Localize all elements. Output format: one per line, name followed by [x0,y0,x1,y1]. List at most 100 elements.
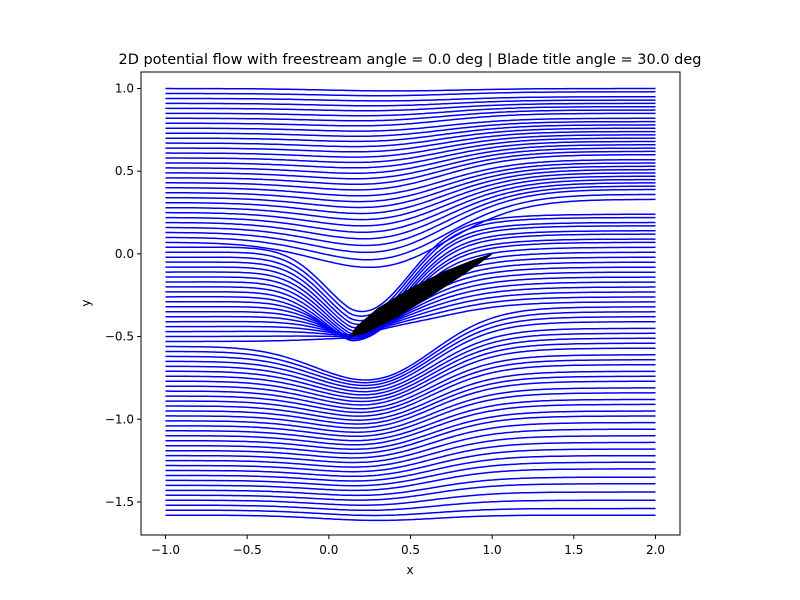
y-tick-label: −1.5 [105,495,134,509]
streamlines [165,87,656,522]
streamline [165,216,656,317]
streamline [165,306,656,381]
streamline [165,105,656,117]
streamline [165,370,656,421]
streamline [165,461,656,487]
streamline [165,91,656,97]
x-axis-label: x [406,563,413,577]
x-tick-label: 1.0 [483,543,502,557]
streamline [165,468,656,492]
streamline [165,398,656,442]
y-tick-label: 0.0 [115,247,134,261]
streamline [165,448,656,478]
streamline [165,415,656,455]
streamline [165,124,656,143]
streamline [165,359,656,414]
y-tick-label: −1.0 [105,412,134,426]
blade-layer [349,253,493,338]
streamline [165,410,656,450]
streamline [165,162,656,203]
streamline [165,102,656,112]
streamline [165,483,656,501]
streamline [165,363,656,417]
streamline [165,127,656,148]
streamline [165,476,656,497]
streamline [165,175,656,227]
streamline [165,87,656,92]
y-tick-label: 1.0 [115,82,134,96]
streamline [165,454,656,482]
streamline [165,99,656,107]
streamline [165,165,656,209]
streamline [165,182,656,240]
streamline [165,514,656,522]
streamline [165,276,656,336]
streamline [165,221,656,322]
streamline [165,421,656,459]
streamline [165,435,656,468]
streamline [165,291,656,337]
streamline [165,144,656,174]
streamline [165,112,656,127]
streamline [165,130,656,153]
x-tick-label: −1.0 [151,543,180,557]
streamline [165,109,656,122]
streamline [165,403,656,446]
streamline [165,354,656,410]
streamline [165,332,656,396]
streamline [165,134,656,158]
streamline [165,392,656,438]
x-axis: −1.0 −0.5 0.0 0.5 1.0 1.5 2.0 [151,535,665,557]
streamline [165,178,656,233]
streamline [165,387,656,433]
streamline [165,172,656,221]
x-tick-label: 2.0 [646,543,665,557]
streamline [165,153,656,191]
streamline [165,198,656,269]
streamline [165,96,656,102]
streamline [165,375,656,425]
streamline [165,120,656,137]
streamline [165,140,656,169]
streamline [165,188,656,254]
streamline [165,316,656,387]
y-axis: 1.0 0.5 0.0 −0.5 −1.0 −1.5 [105,82,141,509]
streamline [165,168,656,215]
streamline [165,342,656,403]
streamline [165,347,656,406]
chart-title: 2D potential flow with freestream angle … [118,52,701,68]
streamline [165,380,656,429]
streamline [165,117,656,132]
streamline [165,428,656,464]
streamline [165,150,656,186]
streamline [165,311,656,384]
y-axis-label: y [79,299,93,306]
streamline [165,499,656,512]
streamline [165,158,656,197]
streamline [165,327,656,393]
streamline [165,281,656,336]
x-tick-label: 1.5 [564,543,583,557]
streamline [165,137,656,164]
streamline [165,147,656,180]
streamline [165,185,656,247]
streamline [165,441,656,473]
streamline [165,225,656,326]
streamline [165,507,656,517]
streamline [165,491,656,506]
streamline [165,193,656,261]
streamline [165,213,656,313]
streamline [165,301,656,343]
streamline [165,230,656,329]
streamline [165,321,656,390]
y-tick-label: −0.5 [105,330,134,344]
streamline [165,337,656,399]
streamline [165,286,656,336]
x-tick-label: 0.5 [401,543,420,557]
x-tick-label: −0.5 [233,543,262,557]
streamline [165,296,656,338]
x-tick-label: 0.0 [319,543,338,557]
blade [349,253,493,338]
y-tick-label: 0.5 [115,164,134,178]
